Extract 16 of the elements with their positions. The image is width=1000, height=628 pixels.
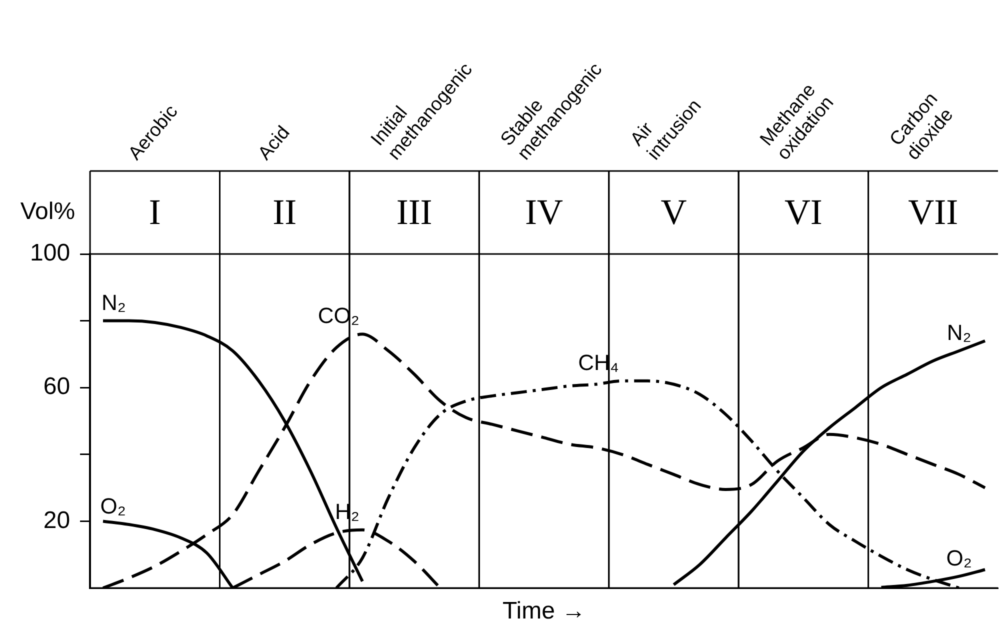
text: V xyxy=(660,192,687,232)
text: O₂ xyxy=(100,494,126,519)
y-tick-label: 20 xyxy=(43,506,70,534)
y-axis-title: Vol% xyxy=(20,198,76,226)
text: N₂ xyxy=(102,290,126,315)
text: VII xyxy=(908,192,958,232)
text: IV xyxy=(525,192,564,232)
text: II xyxy=(272,192,297,232)
series-label: N₂ xyxy=(946,320,972,345)
y-tick-label: 60 xyxy=(43,373,70,400)
y-tick-label: 100 xyxy=(30,240,70,267)
text: III xyxy=(396,192,432,232)
text: VI xyxy=(784,192,822,232)
series-label: O₂ xyxy=(946,545,972,570)
x-axis-title: Time → xyxy=(502,598,586,625)
text: I xyxy=(148,192,161,232)
